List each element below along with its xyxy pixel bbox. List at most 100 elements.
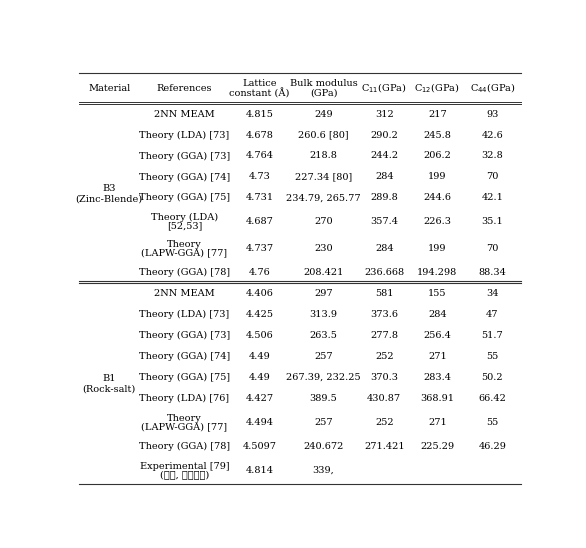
- Text: 244.6: 244.6: [423, 193, 451, 202]
- Text: 289.8: 289.8: [370, 193, 398, 202]
- Text: 93: 93: [486, 110, 499, 118]
- Text: B3: B3: [103, 184, 116, 193]
- Text: Theory (LDA): Theory (LDA): [151, 213, 218, 222]
- Text: Theory (GGA) [78]: Theory (GGA) [78]: [139, 442, 230, 451]
- Text: 4.49: 4.49: [248, 352, 270, 361]
- Text: (LAPW-GGA) [77]: (LAPW-GGA) [77]: [141, 423, 227, 431]
- Text: [52,53]: [52,53]: [166, 222, 202, 231]
- Text: Theory (LDA) [73]: Theory (LDA) [73]: [139, 130, 230, 140]
- Text: 260.6 [80]: 260.6 [80]: [298, 130, 349, 140]
- Text: B1: B1: [103, 374, 116, 383]
- Text: 370.3: 370.3: [370, 373, 398, 382]
- Text: Theory (GGA) [74]: Theory (GGA) [74]: [139, 352, 230, 361]
- Text: 297: 297: [314, 289, 333, 298]
- Text: 42.1: 42.1: [482, 193, 503, 202]
- Text: 267.39, 232.25: 267.39, 232.25: [286, 373, 361, 382]
- Text: 4.814: 4.814: [246, 466, 274, 475]
- Text: 277.8: 277.8: [370, 331, 398, 340]
- Text: 194.298: 194.298: [417, 268, 458, 277]
- Text: 217: 217: [428, 110, 447, 118]
- Text: 4.815: 4.815: [246, 110, 274, 118]
- Text: 206.2: 206.2: [423, 151, 451, 161]
- Text: 199: 199: [428, 173, 447, 181]
- Text: 4.425: 4.425: [246, 310, 274, 319]
- Text: 339,: 339,: [313, 466, 335, 475]
- Text: 368.91: 368.91: [420, 394, 454, 403]
- Text: 34: 34: [486, 289, 499, 298]
- Text: Theory (LDA) [73]: Theory (LDA) [73]: [139, 310, 230, 319]
- Text: 42.6: 42.6: [482, 130, 503, 140]
- Text: Theory (LDA) [76]: Theory (LDA) [76]: [139, 394, 230, 403]
- Text: C$_{12}$(GPa): C$_{12}$(GPa): [414, 82, 460, 95]
- Text: 4.73: 4.73: [248, 173, 270, 181]
- Text: 284: 284: [375, 173, 394, 181]
- Text: 4.406: 4.406: [246, 289, 274, 298]
- Text: 88.34: 88.34: [479, 268, 506, 277]
- Text: (Rock-salt): (Rock-salt): [83, 384, 136, 393]
- Text: 357.4: 357.4: [370, 218, 398, 226]
- Text: 55: 55: [486, 418, 499, 427]
- Text: (Zinc-Blende): (Zinc-Blende): [76, 194, 143, 203]
- Text: Theory (GGA) [73]: Theory (GGA) [73]: [139, 151, 230, 161]
- Text: constant (Å): constant (Å): [229, 88, 289, 98]
- Text: Theory: Theory: [167, 414, 202, 423]
- Text: 263.5: 263.5: [309, 331, 338, 340]
- Text: References: References: [156, 84, 212, 93]
- Text: C$_{44}$(GPa): C$_{44}$(GPa): [469, 82, 515, 95]
- Text: Theory (GGA) [73]: Theory (GGA) [73]: [139, 331, 230, 340]
- Text: Theory (GGA) [75]: Theory (GGA) [75]: [139, 373, 230, 382]
- Text: Theory (GGA) [75]: Theory (GGA) [75]: [139, 193, 230, 203]
- Text: 581: 581: [375, 289, 394, 298]
- Text: 389.5: 389.5: [309, 394, 338, 403]
- Text: 430.87: 430.87: [367, 394, 401, 403]
- Text: 234.79, 265.77: 234.79, 265.77: [286, 193, 361, 202]
- Text: 4.76: 4.76: [248, 268, 270, 277]
- Text: 4.678: 4.678: [246, 130, 274, 140]
- Text: 271: 271: [428, 418, 447, 427]
- Text: 245.8: 245.8: [423, 130, 451, 140]
- Text: 4.427: 4.427: [246, 394, 274, 403]
- Text: 249: 249: [314, 110, 333, 118]
- Text: 252: 252: [375, 418, 394, 427]
- Text: (고온, 고압조건): (고온, 고압조건): [160, 470, 209, 479]
- Text: Bulk modulus: Bulk modulus: [289, 79, 357, 88]
- Text: 257: 257: [314, 418, 333, 427]
- Text: 155: 155: [428, 289, 447, 298]
- Text: 225.29: 225.29: [420, 442, 454, 451]
- Text: 270: 270: [314, 218, 333, 226]
- Text: 4.731: 4.731: [246, 193, 274, 202]
- Text: 283.4: 283.4: [423, 373, 451, 382]
- Text: Material: Material: [88, 84, 131, 93]
- Text: 2NN MEAM: 2NN MEAM: [154, 289, 214, 298]
- Text: 271.421: 271.421: [364, 442, 404, 451]
- Text: 51.7: 51.7: [482, 331, 503, 340]
- Text: 4.687: 4.687: [246, 218, 274, 226]
- Text: 4.494: 4.494: [246, 418, 274, 427]
- Text: Theory: Theory: [167, 240, 202, 249]
- Text: 312: 312: [375, 110, 394, 118]
- Text: 4.764: 4.764: [246, 151, 274, 161]
- Text: 47: 47: [486, 310, 499, 319]
- Text: 70: 70: [486, 244, 499, 253]
- Text: 313.9: 313.9: [309, 310, 338, 319]
- Text: 2NN MEAM: 2NN MEAM: [154, 110, 214, 118]
- Text: 66.42: 66.42: [479, 394, 506, 403]
- Text: 240.672: 240.672: [304, 442, 344, 451]
- Text: 218.8: 218.8: [309, 151, 338, 161]
- Text: Theory (GGA) [74]: Theory (GGA) [74]: [139, 173, 230, 181]
- Text: 46.29: 46.29: [479, 442, 506, 451]
- Text: C$_{11}$(GPa): C$_{11}$(GPa): [362, 82, 407, 95]
- Text: (GPa): (GPa): [310, 89, 338, 98]
- Text: 4.737: 4.737: [246, 244, 274, 253]
- Text: 227.34 [80]: 227.34 [80]: [295, 173, 352, 181]
- Text: 70: 70: [486, 173, 499, 181]
- Text: 256.4: 256.4: [423, 331, 451, 340]
- Text: 236.668: 236.668: [364, 268, 404, 277]
- Text: 199: 199: [428, 244, 447, 253]
- Text: 35.1: 35.1: [482, 218, 503, 226]
- Text: Experimental [79]: Experimental [79]: [139, 461, 229, 471]
- Text: 373.6: 373.6: [370, 310, 398, 319]
- Text: 32.8: 32.8: [482, 151, 503, 161]
- Text: 257: 257: [314, 352, 333, 361]
- Text: 230: 230: [314, 244, 333, 253]
